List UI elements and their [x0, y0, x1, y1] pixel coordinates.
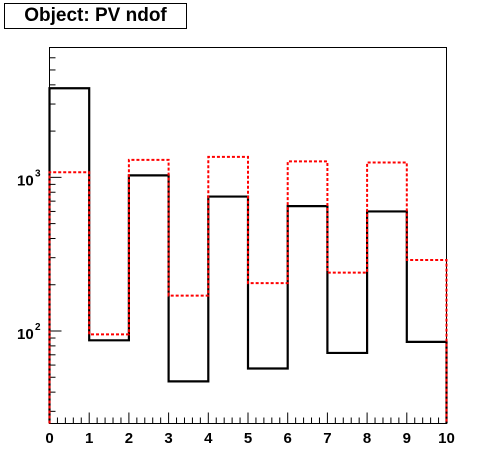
- x-tick-label: 7: [323, 430, 331, 447]
- y-tick-label: 10: [17, 172, 34, 189]
- x-tick-label: 2: [125, 430, 133, 447]
- y-tick-label-exponent: 3: [35, 168, 41, 179]
- x-tick-label: 0: [45, 430, 53, 447]
- series-layer: [48, 87, 448, 424]
- x-tick-label: 9: [403, 430, 411, 447]
- x-tick-label: 6: [284, 430, 292, 447]
- x-tick-label: 1: [85, 430, 93, 447]
- chart-title-box: Object: PV ndof: [4, 3, 187, 29]
- x-tick-label: 3: [164, 430, 172, 447]
- x-tick-labels: 0 1 2 3 4 5 6 7 8 9 10: [45, 430, 455, 447]
- y-tick-label-exponent: 2: [35, 322, 41, 333]
- axis-ticks: [49, 47, 447, 424]
- x-tick-label: 8: [363, 430, 371, 447]
- x-tick-label: 5: [244, 430, 252, 447]
- x-tick-label: 4: [204, 430, 213, 447]
- x-tick-label: 10: [438, 430, 455, 447]
- chart-title: Object: PV ndof: [24, 5, 167, 26]
- y-tick-label: 10: [17, 326, 34, 343]
